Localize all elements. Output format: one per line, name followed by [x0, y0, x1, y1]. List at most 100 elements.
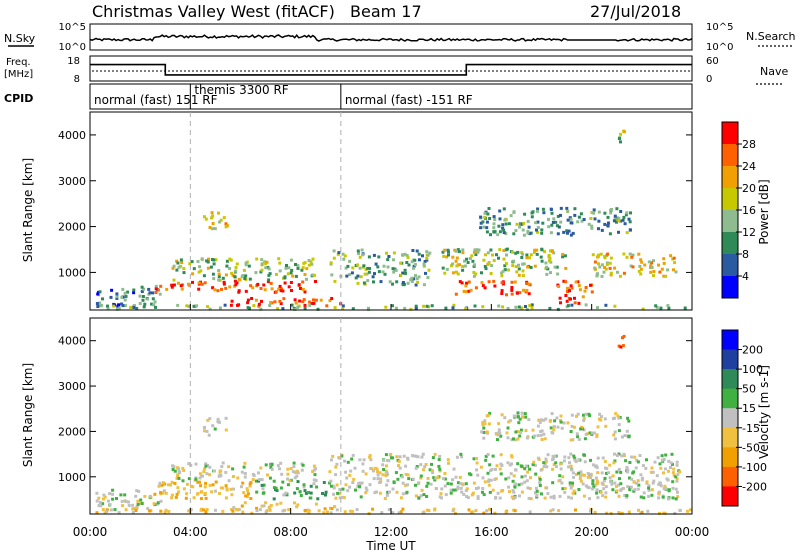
heatmap-cell	[202, 274, 206, 278]
heatmap-cell	[229, 487, 233, 491]
heatmap-cell	[617, 416, 621, 420]
heatmap-cell	[636, 487, 640, 491]
heatmap-cell	[131, 503, 135, 507]
heatmap-cell	[501, 305, 505, 309]
colorbar-tick-label: -15	[742, 422, 760, 435]
heatmap-cell	[475, 248, 479, 252]
heatmap-cell	[273, 300, 277, 304]
heatmap-cell	[563, 487, 567, 490]
heatmap-cell	[361, 462, 365, 466]
heatmap-cell	[569, 452, 573, 456]
heatmap-cell	[228, 257, 232, 261]
heatmap-cell	[454, 270, 458, 274]
heatmap-cell	[438, 469, 442, 473]
heatmap-cell	[295, 469, 299, 473]
heatmap-cell	[573, 213, 577, 217]
heatmap-cell	[234, 283, 238, 287]
heatmap-cell	[621, 218, 625, 222]
heatmap-cell	[446, 482, 450, 486]
heatmap-cell	[472, 250, 476, 254]
heatmap-cell	[343, 459, 347, 463]
heatmap-cell	[216, 420, 220, 424]
heatmap-cell	[382, 264, 386, 268]
heatmap-cell	[502, 257, 506, 261]
heatmap-cell	[177, 265, 181, 269]
heatmap-cell	[562, 421, 566, 425]
heatmap-cell	[538, 420, 542, 424]
heatmap-cell	[569, 284, 573, 288]
heatmap-cell	[381, 463, 385, 467]
heatmap-cell	[516, 411, 520, 415]
heatmap-cell	[545, 272, 549, 276]
heatmap-cell	[414, 283, 418, 287]
heatmap-cell	[258, 478, 262, 481]
heatmap-cell	[669, 461, 673, 465]
heatmap-cell	[566, 286, 569, 290]
heatmap-cell	[176, 281, 180, 285]
heatmap-cell	[207, 433, 211, 437]
heatmap-cell	[486, 251, 490, 255]
heatmap-cell	[612, 433, 616, 437]
heatmap-cell	[630, 255, 634, 259]
heatmap-cell	[545, 465, 549, 469]
heatmap-cell	[513, 509, 517, 513]
heatmap-cell	[416, 482, 420, 485]
heatmap-cell	[354, 488, 357, 492]
heatmap-cell	[517, 483, 521, 487]
heatmap-cell	[301, 266, 305, 270]
heatmap-cell	[537, 418, 541, 422]
heatmap-cell	[388, 490, 391, 494]
heatmap-cell	[540, 231, 544, 235]
heatmap-cell	[419, 474, 423, 478]
heatmap-cell	[377, 270, 381, 274]
heatmap-cell	[270, 467, 274, 471]
heatmap-cell	[124, 295, 128, 298]
heatmap-cell	[295, 487, 299, 491]
heatmap-cell	[540, 429, 544, 433]
heatmap-cell	[420, 488, 424, 492]
heatmap-cell	[604, 491, 608, 495]
heatmap-cell	[184, 496, 188, 500]
heatmap-cell	[405, 254, 409, 257]
heatmap-cell	[179, 264, 183, 268]
heatmap-cell	[287, 266, 291, 270]
heatmap-cell	[445, 267, 449, 271]
heatmap-cell	[601, 494, 605, 498]
heatmap-cell	[446, 248, 450, 252]
heatmap-cell	[242, 491, 246, 495]
heatmap-cell	[103, 495, 107, 499]
heatmap-cell	[547, 259, 551, 263]
heatmap-cell	[513, 496, 517, 500]
heatmap-cell	[243, 501, 247, 505]
heatmap-cell	[174, 495, 178, 499]
heatmap-cell	[629, 264, 633, 268]
heatmap-cell	[510, 292, 514, 296]
heatmap-cell	[631, 253, 635, 257]
heatmap-cell	[652, 274, 655, 278]
heatmap-cell	[197, 287, 201, 291]
heatmap-cell	[275, 489, 279, 492]
heatmap-cell	[230, 493, 234, 497]
heatmap-cell	[646, 509, 650, 513]
heatmap-cell	[597, 227, 600, 231]
heatmap-cell	[617, 230, 620, 234]
heatmap-cell	[211, 272, 215, 276]
heatmap-cell	[577, 284, 581, 288]
heatmap-cell	[296, 471, 300, 475]
heatmap-cell	[286, 272, 290, 276]
heatmap-cell	[328, 470, 332, 474]
heatmap-cell	[106, 499, 110, 503]
heatmap-cell	[502, 231, 506, 234]
heatmap-cell	[387, 255, 391, 258]
heatmap-cell	[321, 492, 324, 495]
heatmap-cell	[208, 473, 212, 477]
heatmap-cell	[329, 511, 333, 515]
heatmap-cell	[666, 268, 670, 272]
heatmap-cell	[212, 262, 216, 266]
heatmap-cell	[544, 460, 548, 464]
colorbar-swatch	[722, 188, 738, 211]
heatmap-cell	[544, 457, 548, 461]
heatmap-cell	[464, 482, 468, 486]
heatmap-cell	[341, 307, 345, 311]
heatmap-cell	[325, 304, 329, 308]
